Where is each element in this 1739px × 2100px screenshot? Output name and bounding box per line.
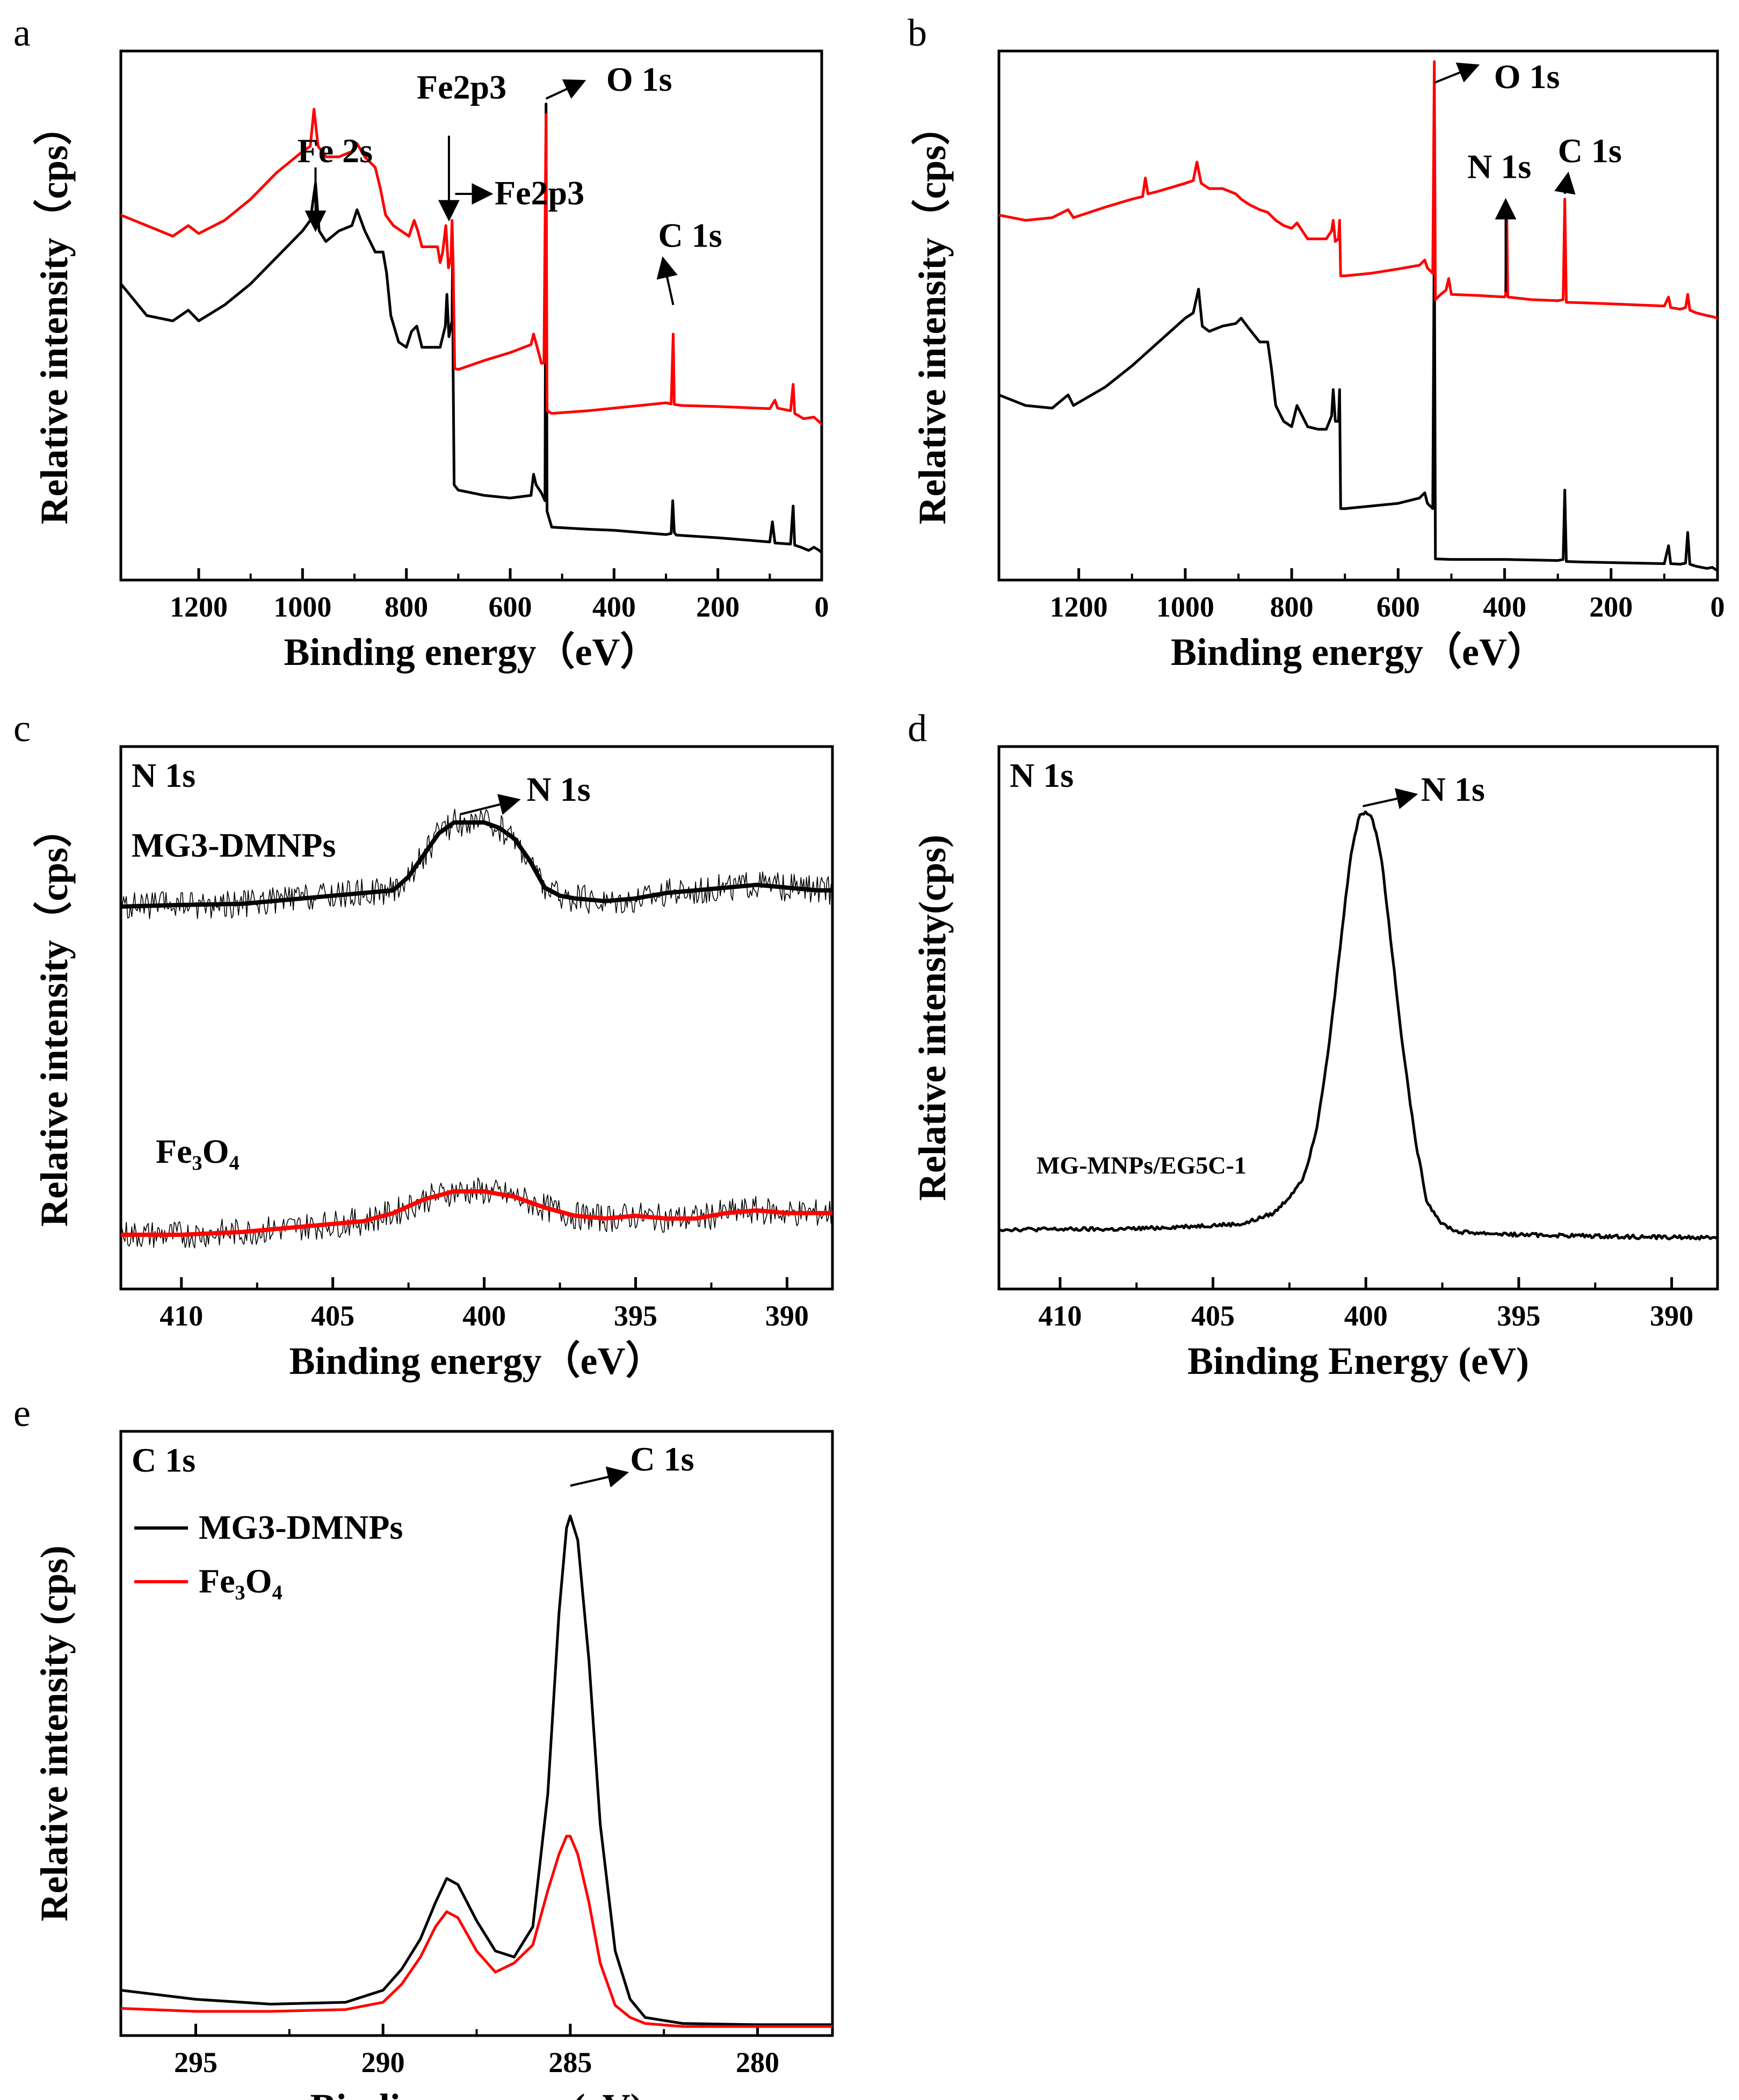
plot-frame: [997, 49, 1719, 582]
peak-annotation: O 1s: [1494, 57, 1560, 96]
peak-annotation: N 1s: [1421, 770, 1485, 808]
series-d-0: [999, 810, 1718, 1241]
panel-d: d 410 405 400 395 390 Binding Energy (eV) Relat…: [908, 707, 1719, 1382]
x-axis-title: Binding energy（eV）: [1171, 631, 1546, 674]
x-tick-label: 390: [1650, 1300, 1693, 1332]
series-c-1: [121, 1177, 832, 1249]
x-axis-title: Binding energy (eV): [310, 2086, 643, 2100]
panel-letter: a: [13, 11, 31, 54]
annotation-arrow: [656, 256, 678, 306]
x-tick-label: 405: [311, 1300, 354, 1332]
annotation-arrow: [1554, 171, 1576, 195]
panel-c: c 410 405 400 395 390 Binding energy（eV） Relati…: [13, 707, 834, 1382]
plot-frame: [119, 745, 834, 1291]
x-tick-label: 400: [592, 591, 636, 623]
x-tick-label: 1200: [170, 591, 228, 623]
panel-letter: d: [908, 707, 927, 750]
peak-annotation: N 1s: [527, 770, 591, 808]
panel-b: b 1200 1000 800 600 400 200 0 Binding energy（eV）…: [908, 11, 1725, 674]
y-axis-title: Relative intensity (cps): [33, 1546, 76, 1922]
x-tick-label: 800: [1270, 591, 1314, 623]
series-a-0: [121, 103, 822, 554]
x-tick-label: 600: [489, 591, 532, 623]
x-tick-label: 200: [696, 591, 740, 623]
series-line: [121, 1835, 832, 2028]
series-e-1: [121, 1835, 832, 2028]
plot-frame: [119, 49, 823, 582]
x-tick-label: 290: [361, 2046, 405, 2079]
x-tick-label: 200: [1589, 591, 1633, 623]
fit-line: [121, 820, 832, 909]
peak-annotation: C 1s: [658, 216, 722, 254]
annotation-arrow: [1433, 62, 1480, 84]
x-tick-label: 410: [1038, 1300, 1082, 1332]
series-line: [121, 1515, 832, 2026]
series-b-0: [999, 219, 1718, 572]
y-axis-title: Relative intensity（cps）: [911, 107, 954, 525]
x-tick-label: 400: [462, 1300, 506, 1332]
series-line: [999, 219, 1718, 572]
fit-line: [121, 1189, 832, 1237]
inner-panel-label: C 1s: [132, 1441, 195, 1479]
peak-annotation: Fe2p3: [495, 174, 584, 212]
sample-label: MG-MNPs/EG5C-1: [1037, 1152, 1247, 1179]
x-tick-label: 405: [1191, 1300, 1235, 1332]
x-tick-label: 0: [1711, 591, 1725, 623]
x-tick-label: 390: [765, 1300, 809, 1332]
series-line: [121, 103, 822, 554]
series-e-0: [121, 1515, 832, 2026]
annotation-arrow: [460, 794, 521, 816]
x-tick-label: 600: [1376, 591, 1420, 623]
peak-annotation: Fe2p3: [417, 68, 506, 106]
x-tick-label: 280: [736, 2046, 779, 2079]
y-axis-title: Relative intensity（cps）: [33, 809, 76, 1227]
panel-letter: e: [13, 1392, 31, 1435]
series-line: [999, 810, 1718, 1241]
panel-letter: c: [13, 707, 31, 750]
peak-annotation: C 1s: [1558, 132, 1622, 170]
x-tick-label: 1200: [1050, 591, 1108, 623]
legend-entry: MG3-DMNPs: [199, 1508, 403, 1546]
series-c-0: [121, 808, 832, 919]
peak-annotation: C 1s: [630, 1440, 694, 1478]
x-tick-label: 1000: [1156, 591, 1214, 623]
raw-trace: [121, 1177, 832, 1249]
x-axis-title: Binding energy（eV）: [289, 1339, 664, 1382]
panel-letter: b: [908, 11, 927, 54]
x-tick-label: 410: [160, 1300, 203, 1332]
series-a-1: [121, 107, 822, 425]
x-tick-label: 400: [1483, 591, 1526, 623]
inner-panel-label: N 1s: [1010, 756, 1074, 794]
inner-panel-label: N 1s: [132, 756, 195, 794]
series-line: [121, 107, 822, 425]
x-tick-label: 395: [1497, 1300, 1540, 1332]
panel-a: a 1200 1000 800 600 400 200 0 Binding energy（eV）…: [13, 11, 829, 674]
panel-e: e 295 290 285 280 Binding energy (eV) Relative…: [13, 1392, 834, 2100]
series-b-1: [999, 60, 1718, 320]
legend-entry: Fe₃O₄: [199, 1562, 282, 1600]
series-label: MG3-DMNPs: [132, 826, 336, 864]
x-tick-label: 295: [174, 2046, 218, 2079]
series-line: [999, 60, 1718, 320]
peak-annotation: O 1s: [606, 60, 672, 98]
x-tick-label: 400: [1344, 1300, 1388, 1332]
annotation-arrow: [1363, 788, 1418, 809]
x-tick-label: 285: [548, 2046, 592, 2079]
x-tick-label: 1000: [273, 591, 331, 623]
x-axis-title: Binding energy（eV）: [284, 631, 658, 674]
x-tick-label: 0: [815, 591, 829, 623]
annotation-arrow: [545, 79, 586, 100]
y-axis-title: Relative intensity(cps): [911, 835, 954, 1201]
x-tick-label: 800: [385, 591, 428, 623]
peak-annotation: Fe 2s: [298, 132, 373, 170]
x-axis-title: Binding Energy (eV): [1187, 1339, 1529, 1382]
x-tick-label: 395: [614, 1300, 657, 1332]
plot-frame: [997, 745, 1719, 1291]
annotation-arrow: [570, 1466, 629, 1488]
peak-annotation: N 1s: [1467, 147, 1531, 185]
series-label: Fe₃O₄: [156, 1132, 240, 1170]
y-axis-title: Relative intensity（cps）: [33, 107, 76, 525]
